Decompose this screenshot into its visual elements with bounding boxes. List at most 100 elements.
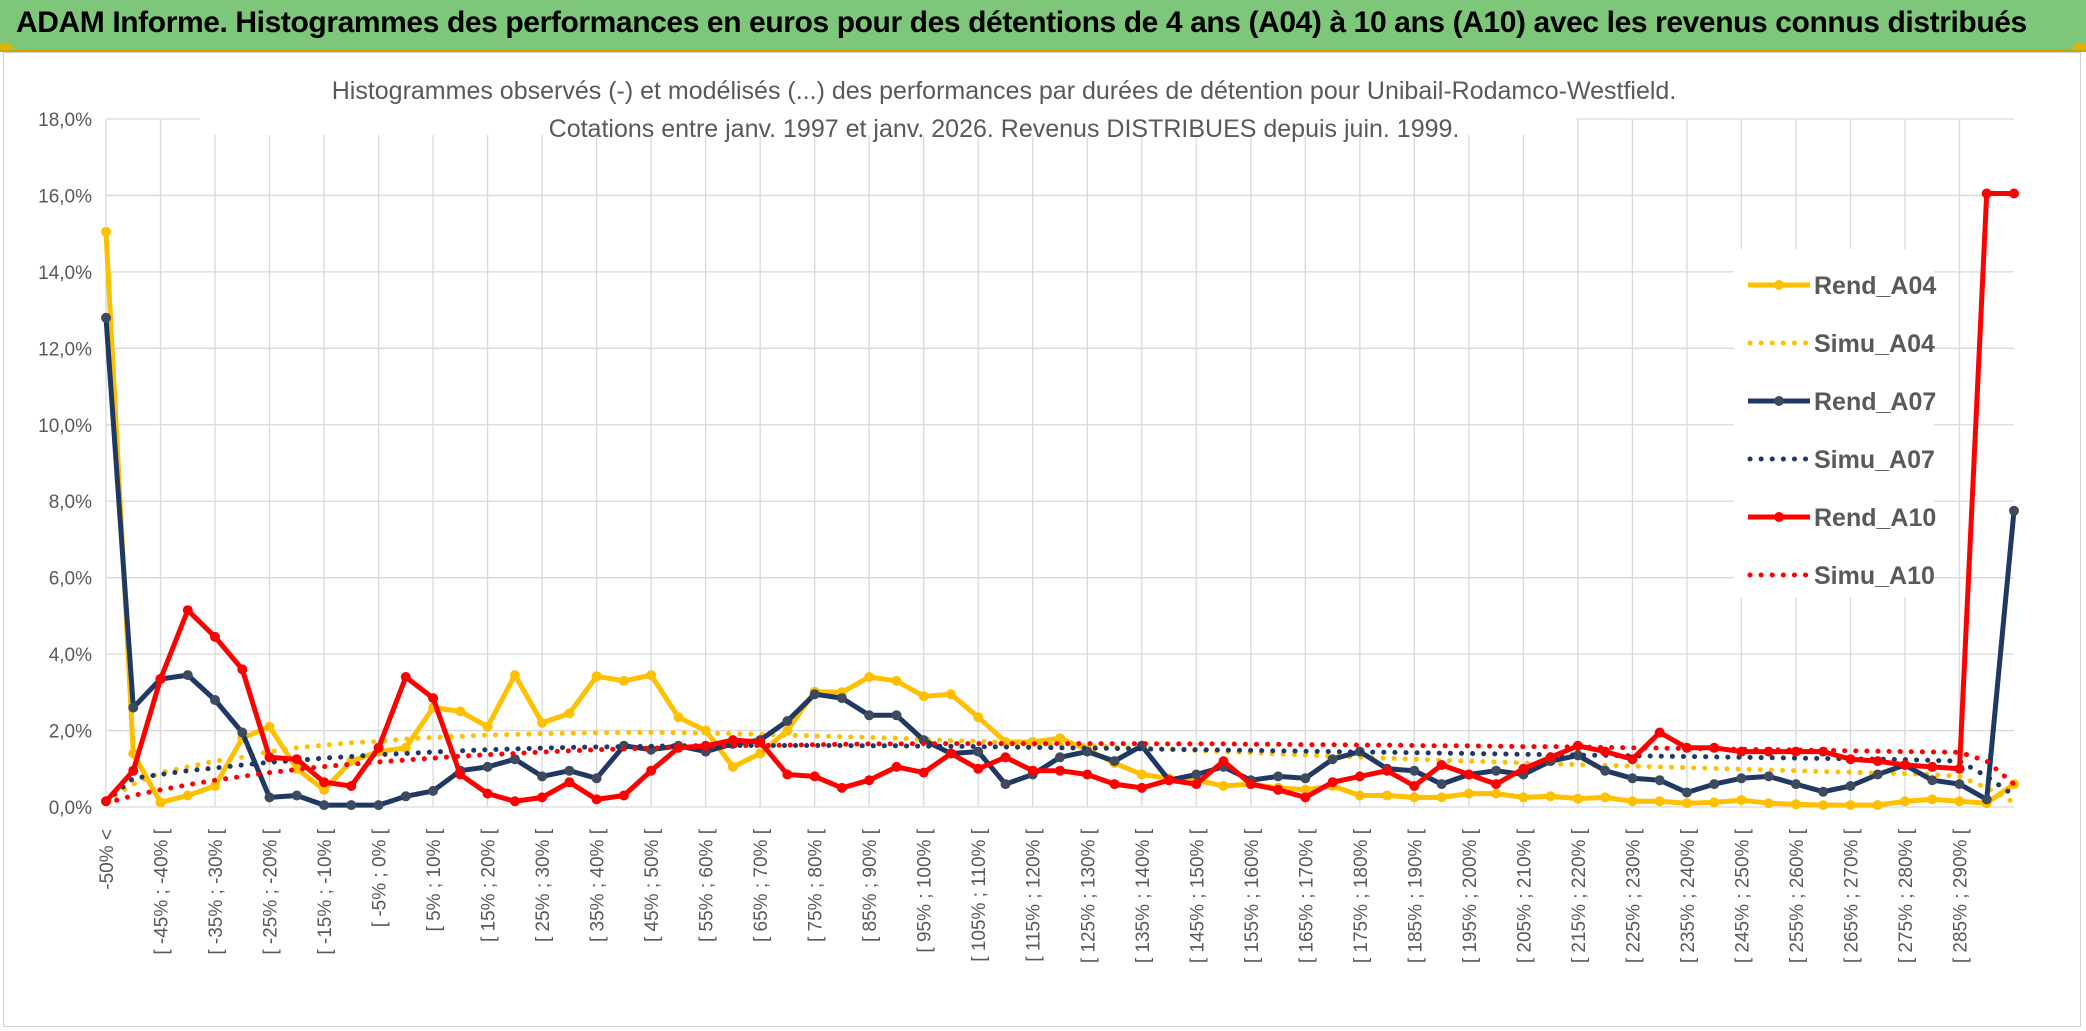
x-tick-label: [ 235% ; 240% [	[1678, 828, 1699, 963]
x-tick-label: [ 225% ; 230% [	[1623, 828, 1644, 963]
data-point	[891, 710, 902, 721]
data-point	[1409, 781, 1420, 791]
data-point	[564, 765, 575, 776]
x-tick-label: [ 25% ; 30% [	[533, 828, 554, 942]
data-point	[182, 670, 193, 681]
x-tick-label: [ 175% ; 180% [	[1351, 828, 1372, 963]
x-tick-label: [ 195% ; 200% [	[1460, 828, 1481, 963]
x-tick-label: [ 5% ; 10% [	[424, 828, 445, 931]
legend-label: Rend_A10	[1814, 504, 1936, 532]
x-tick-label: [ 125% ; 130% [	[1078, 828, 1099, 963]
data-point	[210, 695, 220, 705]
chart-svg: 0,0% 2,0% 4,0% 6,0% 8,0% 10,0% 12,0% 14,0% 16,0%…	[38, 65, 2019, 963]
y-tick-label: 4,0%	[49, 645, 92, 666]
data-point	[1600, 746, 1611, 757]
data-point	[1463, 769, 1474, 780]
data-point	[1709, 797, 1720, 808]
data-point	[1409, 765, 1420, 776]
data-point	[1981, 188, 1992, 199]
data-point	[1600, 765, 1611, 776]
data-point	[1382, 790, 1393, 801]
x-tick-label: [ 155% ; 160% [	[1242, 828, 1263, 963]
y-tick-label: 2,0%	[49, 722, 92, 743]
series-line-simu-a10	[103, 741, 2017, 806]
data-point	[1654, 775, 1665, 786]
data-point	[1273, 784, 1284, 795]
data-point	[727, 761, 738, 772]
data-point	[809, 771, 820, 782]
x-tick-label: [ -25% ; -20% [	[261, 828, 282, 954]
data-point	[1627, 754, 1638, 765]
data-point	[264, 752, 275, 763]
data-point	[618, 790, 629, 801]
data-point	[1954, 763, 1965, 774]
series-line-simu-a04	[103, 730, 2017, 805]
data-point	[482, 761, 493, 772]
data-point	[1627, 796, 1638, 807]
data-point	[1300, 773, 1311, 784]
data-point	[1900, 760, 1910, 770]
x-tick-label: [ 165% ; 170% [	[1296, 828, 1317, 963]
data-point	[400, 742, 411, 753]
data-point	[1109, 756, 1120, 767]
series-rend-a10	[101, 188, 2019, 807]
legend-marker	[1774, 396, 1784, 406]
data-point	[1000, 779, 1011, 790]
data-point	[1409, 792, 1420, 803]
data-point	[264, 792, 275, 803]
data-point	[1491, 788, 1502, 799]
x-tick-label: [ 115% ; 120% [	[1024, 828, 1045, 961]
data-point	[1354, 771, 1365, 782]
data-point	[1736, 795, 1747, 806]
x-tick-label: [ 55% ; 60% [	[697, 828, 718, 942]
y-tick-label: 8,0%	[49, 492, 92, 513]
x-tick-label: [ -35% ; -30% [	[206, 828, 227, 954]
x-tick-label: [ 245% ; 250% [	[1732, 828, 1753, 963]
data-point	[482, 788, 493, 799]
data-point	[182, 790, 193, 801]
chart-title-block: Histogrammes observés (-) et modélisés (…	[200, 65, 1676, 143]
data-point	[373, 800, 384, 811]
data-point	[1927, 775, 1938, 786]
data-point	[400, 791, 411, 802]
data-point	[1709, 779, 1720, 790]
data-point	[210, 781, 220, 791]
data-point	[1900, 796, 1910, 807]
chart-title: Histogrammes observés (-) et modélisés (…	[332, 77, 1677, 105]
data-point	[1845, 754, 1856, 765]
data-point	[1327, 754, 1338, 765]
legend-item-simu-a07: Simu_A07	[1747, 446, 1935, 474]
data-point	[1518, 792, 1529, 803]
data-point	[537, 717, 548, 728]
data-point	[1872, 800, 1883, 811]
data-point	[918, 767, 929, 778]
x-tick-label: [ 265% ; 270% [	[1841, 828, 1862, 963]
chart-area: 0,0% 2,0% 4,0% 6,0% 8,0% 10,0% 12,0% 14,0% 16,0%…	[3, 52, 2081, 1027]
x-tick-label: [ 285% ; 290% [	[1950, 828, 1971, 963]
data-point	[864, 775, 875, 786]
y-tick-label: 0,0%	[49, 798, 92, 819]
data-point	[1000, 752, 1011, 763]
x-tick-label: [ 45% ; 50% [	[642, 828, 663, 942]
data-point	[373, 742, 384, 753]
y-tick-label: 16,0%	[38, 186, 92, 207]
data-point	[591, 794, 602, 805]
legend-label: Simu_A10	[1814, 562, 1935, 590]
data-point	[836, 782, 847, 793]
data-point	[1681, 798, 1692, 809]
data-point	[237, 664, 248, 675]
x-tick-label: [ 205% ; 210% [	[1514, 828, 1535, 963]
data-point	[564, 777, 575, 788]
data-point	[428, 785, 439, 796]
chart-subtitle: Cotations entre janv. 1997 et janv. 2026…	[549, 115, 1460, 143]
data-point	[319, 800, 330, 811]
data-point	[864, 710, 875, 721]
data-point	[1491, 765, 1502, 776]
x-tick-label: [ 215% ; 220% [	[1569, 828, 1590, 963]
grid-layer	[105, 118, 2014, 808]
data-point	[946, 689, 956, 700]
series-line-rend-a10	[103, 191, 2017, 804]
legend-label: Rend_A04	[1814, 272, 1936, 300]
data-point	[1927, 794, 1938, 805]
data-point	[1055, 733, 1065, 744]
